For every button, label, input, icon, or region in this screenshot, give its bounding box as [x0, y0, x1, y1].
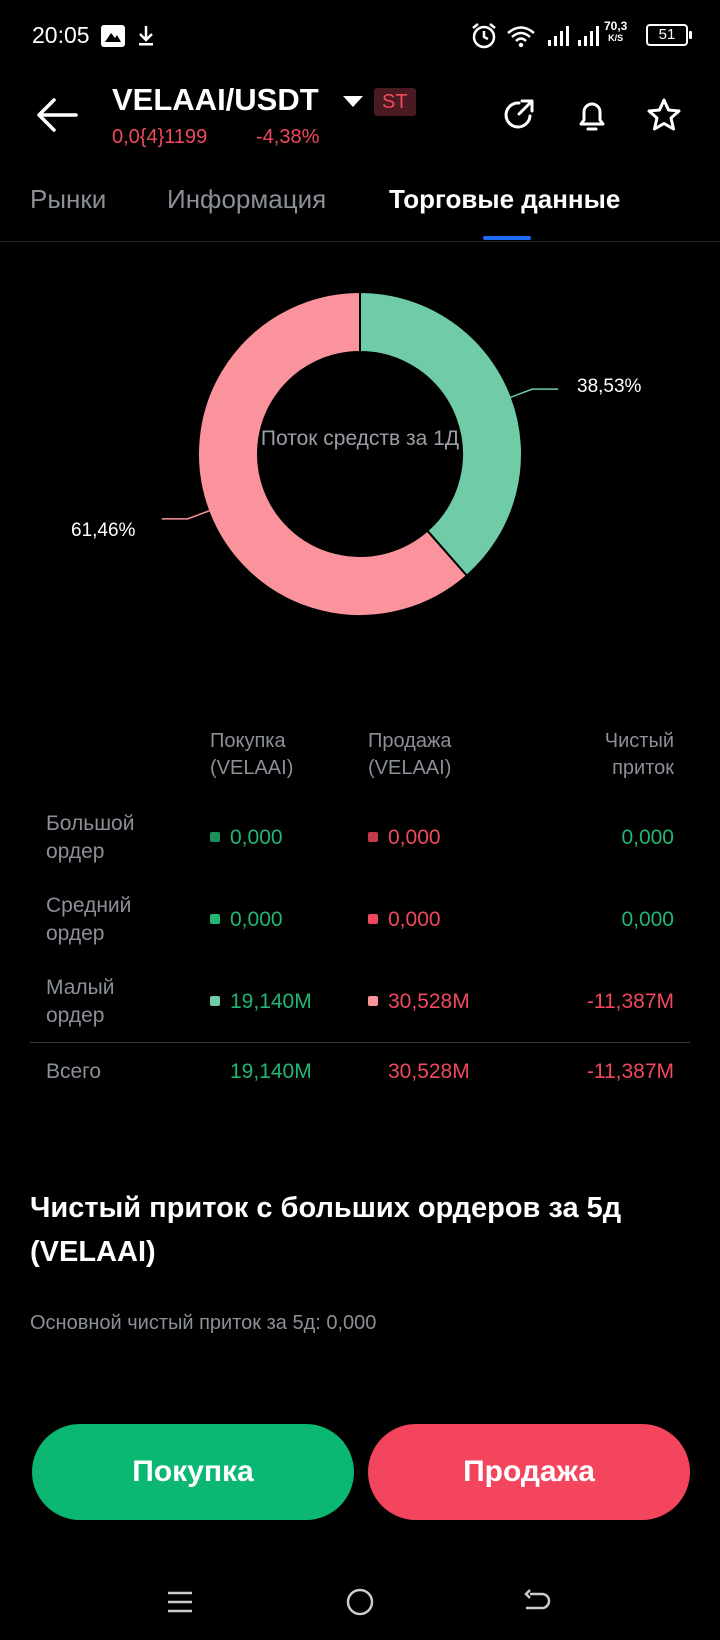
st-badge: ST	[374, 88, 416, 116]
alarm-icon	[472, 23, 496, 49]
col-header-net: Чистый приток	[604, 730, 674, 779]
large-sell-value: 0,000	[388, 826, 441, 849]
tab-info[interactable]: Информация	[167, 184, 327, 214]
menu-nav-icon[interactable]	[166, 1588, 194, 1616]
medium-net: 0,000	[621, 908, 674, 931]
gallery-icon	[101, 25, 125, 47]
battery-indicator: 51	[646, 24, 692, 46]
large-orders-section-title: Чистый приток с больших ордеров за 5д (V…	[30, 1192, 622, 1268]
pair-title[interactable]: VELAAI/USDT	[112, 82, 319, 117]
back-nav-icon[interactable]	[522, 1588, 552, 1616]
buy-button[interactable]: Покупка	[32, 1424, 354, 1520]
row-label-total: Всего	[46, 1060, 102, 1083]
leader-line-sell	[161, 506, 220, 520]
large-buy: 0,000	[210, 826, 283, 850]
small-sell: 30,528M	[368, 990, 470, 1014]
medium-sell-dot	[368, 914, 378, 924]
col-header-sell: Продажа (VELAAI)	[368, 730, 452, 779]
bell-icon[interactable]	[573, 96, 611, 134]
medium-sell: 0,000	[368, 908, 441, 932]
total-net: -11,387M	[586, 1060, 674, 1083]
price-change: -4,38%	[256, 126, 320, 148]
small-buy-value: 19,140M	[230, 990, 312, 1013]
small-buy: 19,140M	[210, 990, 312, 1014]
small-sell-value: 30,528M	[388, 990, 470, 1013]
home-nav-icon[interactable]	[344, 1586, 376, 1618]
sell-percent-label: 61,46%	[71, 520, 136, 541]
large-buy-value: 0,000	[230, 826, 283, 849]
star-icon[interactable]	[645, 96, 683, 134]
tab-bar: Рынки Информация Торговые данные	[0, 180, 720, 242]
buy-percent-label: 38,53%	[577, 376, 642, 397]
large-sell-dot	[368, 832, 378, 842]
signal-icon	[548, 26, 569, 46]
network-speed: 70,3 K/S	[604, 20, 627, 44]
medium-buy-value: 0,000	[230, 908, 283, 931]
active-tab-indicator	[483, 236, 531, 240]
status-time: 20:05	[32, 22, 90, 48]
download-icon	[139, 26, 153, 46]
back-arrow-icon[interactable]	[34, 92, 80, 138]
medium-buy: 0,000	[210, 908, 283, 932]
donut-center-label: Поток средств за 1Д	[260, 427, 460, 450]
row-label-medium: Средний ордер	[46, 894, 132, 945]
main-net-inflow-summary: Основной чистый приток за 5д: 0,000	[30, 1312, 377, 1334]
large-buy-dot	[210, 832, 220, 842]
speed-value: 70,3	[604, 19, 628, 33]
pair-dropdown-chevron-icon[interactable]	[343, 96, 363, 107]
fund-flow-donut-chart	[161, 290, 559, 617]
row-label-large: Большой ордер	[46, 812, 135, 863]
donut-slice-sell	[197, 290, 469, 617]
small-buy-dot	[210, 996, 220, 1006]
small-net: -11,387M	[586, 990, 674, 1013]
row-label-small: Малый ордер	[46, 976, 115, 1027]
last-price: 0,0{4}1199	[112, 126, 208, 148]
signal-icon-2	[578, 26, 599, 46]
speed-unit: K/S	[608, 33, 624, 43]
donut-slice-buy	[359, 290, 524, 578]
status-bar: 20:05 70,3 K/S 51	[0, 0, 720, 72]
medium-buy-dot	[210, 914, 220, 924]
sell-button[interactable]: Продажа	[368, 1424, 690, 1520]
leader-line-buy	[500, 388, 559, 402]
medium-sell-value: 0,000	[388, 908, 441, 931]
tab-trading-data[interactable]: Торговые данные	[389, 184, 621, 214]
col-header-buy: Покупка (VELAAI)	[210, 730, 294, 779]
large-sell: 0,000	[368, 826, 441, 850]
small-sell-dot	[368, 996, 378, 1006]
tab-markets[interactable]: Рынки	[30, 184, 107, 214]
table-divider	[30, 1042, 690, 1043]
total-buy: 19,140M	[230, 1060, 312, 1083]
share-icon[interactable]	[500, 96, 538, 134]
total-sell: 30,528M	[388, 1060, 470, 1083]
large-net: 0,000	[621, 826, 674, 849]
wifi-icon	[507, 26, 535, 48]
